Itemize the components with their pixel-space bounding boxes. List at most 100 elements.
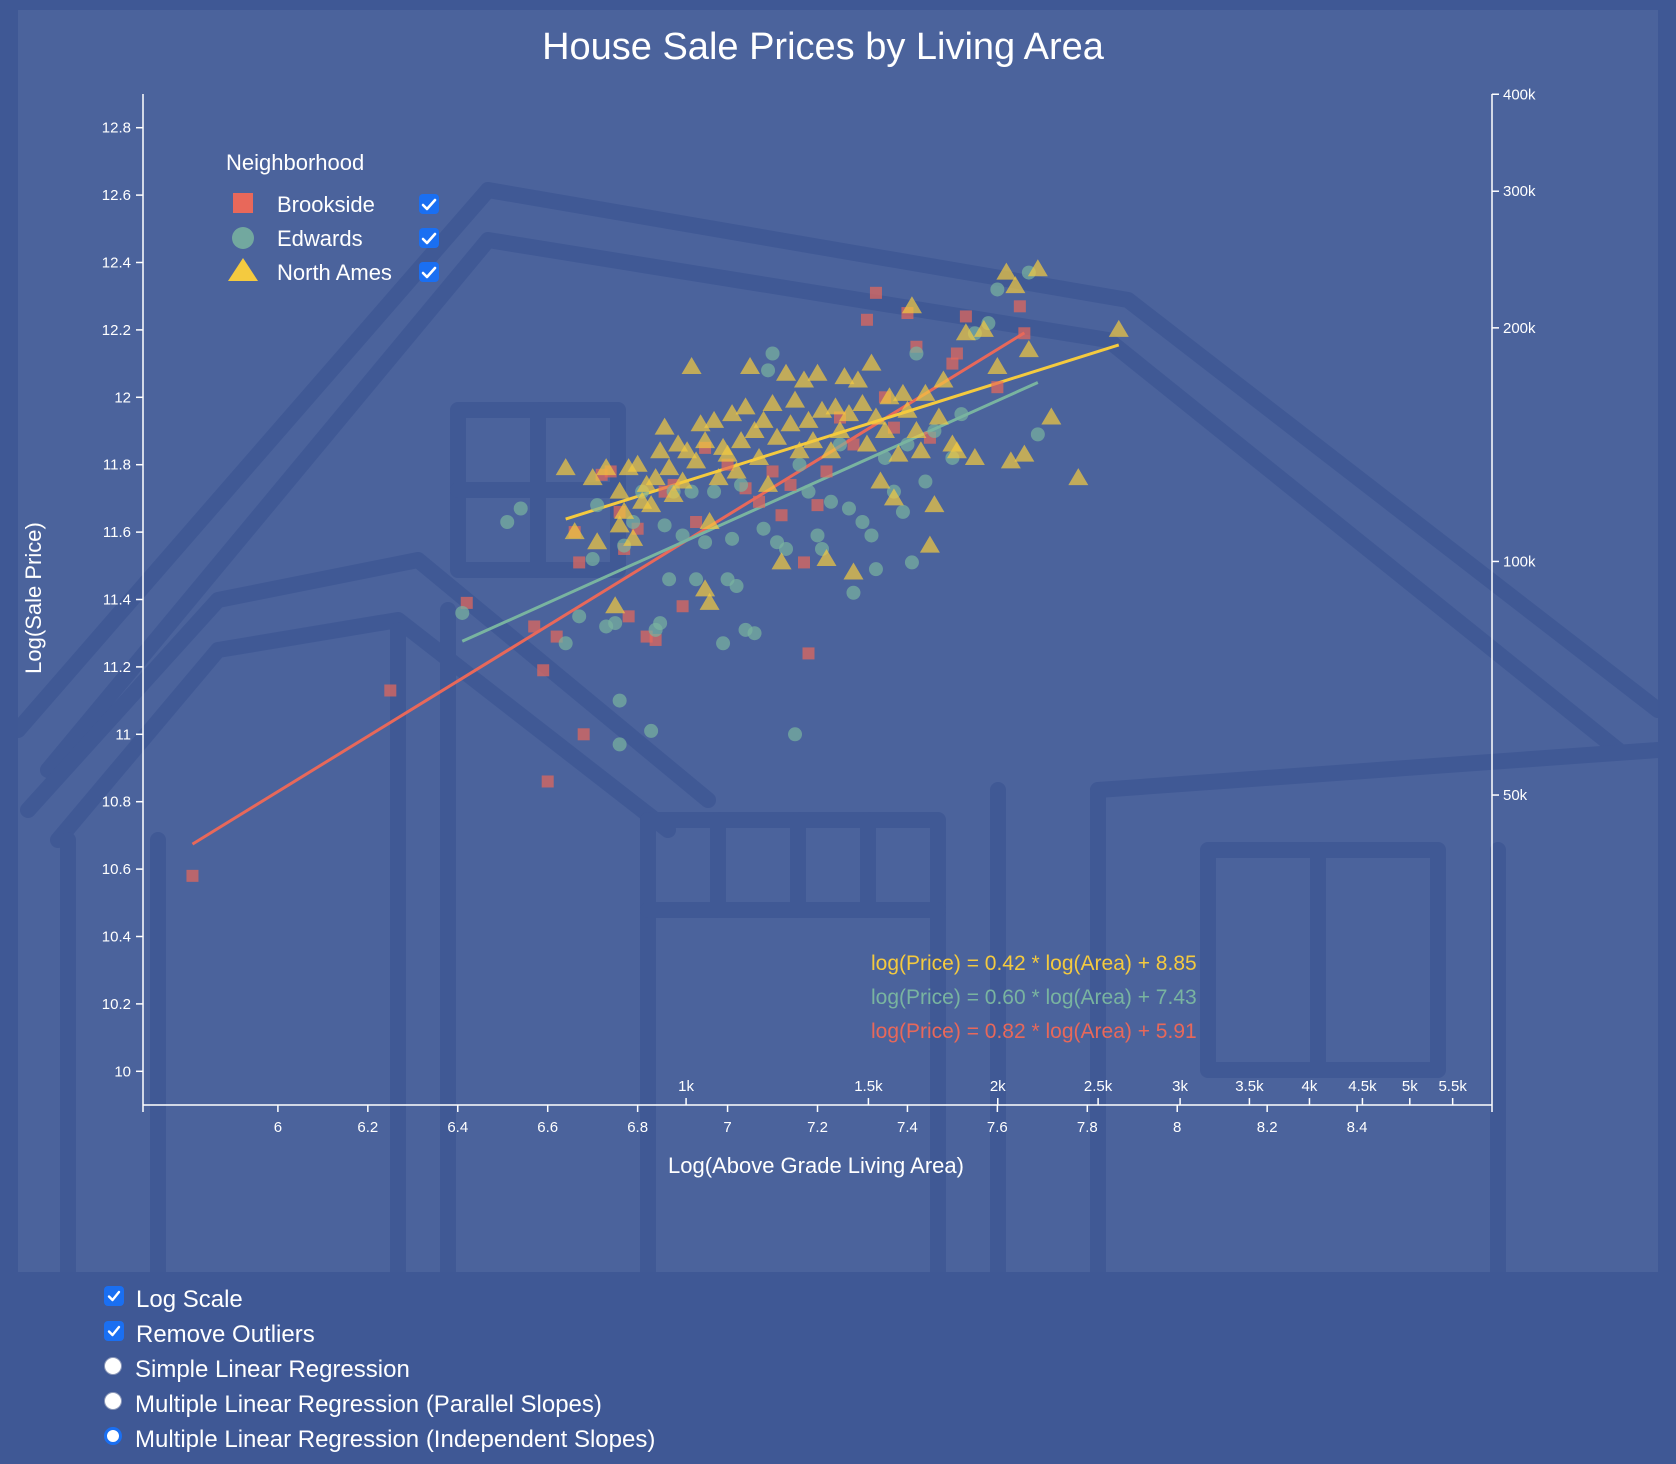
data-point-north-ames bbox=[645, 468, 666, 486]
legend-checkbox-north-ames[interactable] bbox=[419, 262, 439, 282]
data-point-north-ames bbox=[1014, 444, 1035, 462]
data-point-north-ames bbox=[668, 434, 689, 452]
data-point-north-ames bbox=[776, 363, 797, 381]
y2-tick-label: 300k bbox=[1503, 183, 1536, 200]
data-point-north-ames bbox=[695, 431, 716, 449]
log-scale-toggle[interactable]: Log Scale bbox=[104, 1282, 655, 1317]
data-point-north-ames bbox=[865, 407, 886, 425]
data-point-north-ames bbox=[695, 579, 716, 597]
data-point-brookside bbox=[991, 381, 1004, 394]
x-tick-label: 7.2 bbox=[807, 1119, 828, 1136]
data-point-edwards bbox=[1030, 427, 1045, 442]
data-point-north-ames bbox=[924, 495, 945, 513]
legend-checkbox-edwards[interactable] bbox=[419, 228, 439, 248]
data-point-north-ames bbox=[897, 400, 918, 418]
y-tick-label: 11.2 bbox=[103, 659, 131, 676]
data-point-brookside bbox=[753, 495, 766, 508]
x-tick-label: 7.8 bbox=[1077, 1119, 1098, 1136]
data-point-north-ames bbox=[933, 370, 954, 388]
data-point-north-ames bbox=[1018, 340, 1039, 358]
remove-outliers-toggle[interactable]: Remove Outliers bbox=[104, 1317, 655, 1352]
y-tick-label: 10.4 bbox=[102, 929, 131, 946]
data-point-north-ames bbox=[762, 394, 783, 412]
data-point-north-ames bbox=[555, 458, 576, 476]
data-point-north-ames bbox=[731, 431, 752, 449]
data-point-edwards bbox=[675, 528, 690, 543]
y-axis-label: Log(Sale Price) bbox=[21, 522, 46, 674]
data-point-north-ames bbox=[771, 552, 792, 570]
data-point-edwards bbox=[590, 498, 605, 513]
data-point-edwards bbox=[657, 518, 672, 533]
log-scale-checkbox[interactable] bbox=[104, 1285, 124, 1306]
y-tick-label: 12.8 bbox=[102, 120, 131, 137]
data-point-brookside bbox=[860, 313, 873, 326]
independent-slopes-radio[interactable] bbox=[104, 1426, 122, 1445]
parallel-slopes-radio[interactable] bbox=[104, 1391, 122, 1410]
regression-equations: log(Price) = 0.42 * log(Area) + 8.85 log(… bbox=[871, 952, 1197, 1043]
x2-tick-label: 3k bbox=[1172, 1078, 1188, 1095]
data-point-edwards bbox=[572, 609, 587, 624]
legend-checkbox-brookside[interactable] bbox=[419, 194, 439, 214]
data-point-north-ames bbox=[825, 397, 846, 415]
data-point-brookside bbox=[690, 515, 703, 528]
independent-slopes-option[interactable]: Multiple Linear Regression (Independent … bbox=[104, 1422, 655, 1457]
simple-regression-radio[interactable] bbox=[104, 1356, 122, 1375]
data-point-edwards bbox=[792, 457, 807, 472]
data-point-north-ames bbox=[609, 481, 630, 499]
data-point-edwards bbox=[513, 501, 528, 516]
data-point-edwards bbox=[788, 727, 803, 742]
data-point-edwards bbox=[841, 501, 856, 516]
y-tick-label: 12.4 bbox=[102, 255, 131, 272]
data-point-north-ames bbox=[623, 528, 644, 546]
simple-regression-label: Simple Linear Regression bbox=[135, 1355, 410, 1383]
data-point-edwards bbox=[500, 514, 515, 529]
data-point-brookside bbox=[802, 647, 815, 660]
data-point-north-ames bbox=[874, 421, 895, 438]
data-point-north-ames bbox=[820, 441, 841, 459]
legend: Neighborhood Brookside Edwards North Ames bbox=[226, 150, 439, 285]
y-tick-label: 11 bbox=[115, 726, 131, 743]
y-tick-label: 10.2 bbox=[102, 996, 131, 1013]
house-background-illustration bbox=[18, 182, 1658, 1272]
data-point-north-ames bbox=[1108, 319, 1129, 337]
data-point-north-ames bbox=[659, 458, 680, 476]
parallel-slopes-option[interactable]: Multiple Linear Regression (Parallel Slo… bbox=[104, 1387, 655, 1422]
remove-outliers-checkbox[interactable] bbox=[104, 1320, 124, 1341]
x2-tick-label: 2k bbox=[990, 1078, 1006, 1095]
data-point-north-ames bbox=[789, 441, 810, 459]
remove-outliers-label: Remove Outliers bbox=[136, 1320, 315, 1348]
data-point-edwards bbox=[761, 363, 776, 378]
data-point-north-ames bbox=[767, 427, 788, 445]
data-point-north-ames bbox=[847, 370, 868, 388]
regression-lines bbox=[191, 331, 1120, 846]
regression-equation-brookside: log(Price) = 0.82 * log(Area) + 5.91 bbox=[871, 1020, 1197, 1043]
x2-tick-label: 1.5k bbox=[854, 1078, 883, 1095]
simple-regression-option[interactable]: Simple Linear Regression bbox=[104, 1352, 655, 1387]
data-point-edwards bbox=[612, 737, 627, 752]
data-point-edwards bbox=[927, 424, 942, 438]
data-point-edwards bbox=[653, 616, 668, 631]
data-point-north-ames bbox=[654, 417, 675, 435]
data-point-north-ames bbox=[856, 434, 877, 452]
data-point-north-ames bbox=[726, 461, 747, 479]
scatter-chart: House Sale Prices by Living Area 6 6.2 6.4… bbox=[18, 26, 1658, 1272]
data-point-north-ames bbox=[987, 356, 1008, 374]
data-point-north-ames bbox=[883, 488, 904, 506]
data-point-edwards bbox=[810, 528, 825, 543]
data-point-north-ames bbox=[1000, 451, 1021, 469]
data-point-north-ames bbox=[928, 407, 949, 425]
data-point-edwards bbox=[455, 605, 470, 620]
data-point-edwards bbox=[662, 572, 677, 587]
data-point-north-ames bbox=[740, 356, 761, 374]
data-point-brookside bbox=[847, 438, 860, 451]
check-icon bbox=[421, 232, 437, 245]
data-point-north-ames bbox=[717, 444, 738, 462]
data-point-brookside bbox=[1013, 300, 1026, 313]
checkbox-box bbox=[419, 262, 439, 282]
regression-line-edwards bbox=[461, 381, 1039, 643]
axes: 6 6.2 6.4 6.6 6.8 7 7.2 7.4 7.6 7.8 8 8.2 8.4 10 10.2 1… bbox=[102, 86, 1536, 1136]
x-tick-label: 6.6 bbox=[537, 1119, 558, 1136]
independent-slopes-label: Multiple Linear Regression (Independent … bbox=[135, 1425, 656, 1453]
x-tick-label: 7 bbox=[723, 1119, 731, 1136]
y-tick-label: 12.2 bbox=[102, 322, 131, 339]
